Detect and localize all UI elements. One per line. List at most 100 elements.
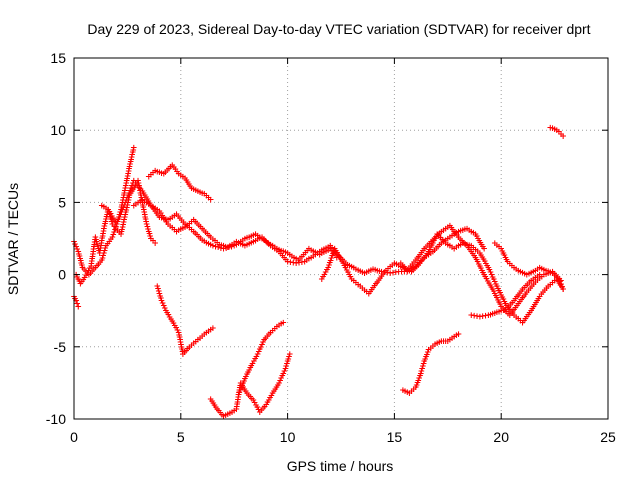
- data-point: +: [239, 236, 247, 246]
- data-point: +: [264, 398, 272, 408]
- data-point: +: [491, 239, 499, 249]
- data-point: +: [446, 336, 454, 346]
- data-point: +: [119, 198, 127, 208]
- data-point: +: [488, 270, 496, 280]
- data-point: +: [483, 275, 491, 285]
- data-point: +: [193, 219, 201, 229]
- data-point: +: [469, 249, 477, 259]
- data-point: +: [492, 280, 500, 290]
- data-point: +: [290, 259, 298, 269]
- data-point: +: [177, 338, 185, 348]
- data-point: +: [271, 245, 279, 255]
- data-point: +: [207, 325, 215, 335]
- data-point: +: [137, 189, 145, 199]
- data-point: +: [248, 394, 256, 404]
- data-point: +: [477, 238, 485, 248]
- data-point: +: [117, 206, 125, 216]
- data-point: +: [166, 313, 174, 323]
- x-tick-label: 20: [493, 429, 509, 445]
- data-point: +: [114, 218, 122, 228]
- data-point: +: [492, 292, 500, 302]
- data-point: +: [262, 237, 270, 247]
- x-axis-label: GPS time / hours: [287, 458, 394, 474]
- data-point: +: [239, 241, 247, 251]
- data-point: +: [423, 249, 431, 259]
- data-point: +: [519, 285, 527, 295]
- data-point: +: [465, 226, 473, 236]
- data-point: +: [500, 249, 508, 259]
- data-point: +: [88, 267, 96, 277]
- data-point: +: [252, 236, 260, 246]
- data-point: +: [129, 148, 137, 158]
- data-point: +: [472, 253, 480, 263]
- data-point: +: [164, 220, 172, 230]
- data-point: +: [422, 243, 430, 253]
- data-point: +: [418, 367, 426, 377]
- data-point: +: [403, 266, 411, 276]
- data-point: +: [236, 384, 244, 394]
- data-point: +: [241, 385, 249, 395]
- data-point: +: [228, 242, 236, 252]
- data-point: +: [472, 245, 480, 255]
- data-point: +: [303, 247, 311, 257]
- data-point: +: [512, 313, 520, 323]
- data-point: +: [257, 343, 265, 353]
- data-point: +: [173, 227, 181, 237]
- data-point: +: [204, 230, 212, 240]
- data-point: +: [146, 230, 154, 240]
- data-point: +: [96, 246, 104, 256]
- data-point: +: [284, 258, 292, 268]
- data-point: +: [352, 265, 360, 275]
- data-point: +: [382, 266, 390, 276]
- data-point: +: [140, 208, 148, 218]
- data-point: +: [164, 216, 172, 226]
- data-point: +: [89, 247, 97, 257]
- data-point: +: [126, 160, 134, 170]
- data-point: +: [384, 269, 392, 279]
- data-point: +: [494, 284, 502, 294]
- data-point: +: [391, 259, 399, 269]
- data-point: +: [107, 210, 115, 220]
- data-point: +: [259, 338, 267, 348]
- data-point: +: [234, 398, 242, 408]
- data-point: +: [270, 387, 278, 397]
- data-point: +: [158, 297, 166, 307]
- data-point: +: [166, 214, 174, 224]
- data-point: +: [239, 379, 247, 389]
- data-point: +: [527, 307, 535, 317]
- data-point: +: [421, 357, 429, 367]
- data-point: +: [73, 273, 81, 283]
- data-point: +: [344, 260, 352, 270]
- data-point: +: [86, 264, 94, 274]
- data-point: +: [124, 172, 132, 182]
- data-point: +: [457, 227, 465, 237]
- data-point: +: [235, 238, 243, 248]
- data-point: +: [520, 292, 528, 302]
- data-point: +: [319, 273, 327, 283]
- data-point: +: [424, 241, 432, 251]
- data-point: +: [90, 243, 98, 253]
- data-point: +: [122, 196, 130, 206]
- data-point: +: [416, 250, 424, 260]
- data-point: +: [72, 242, 80, 252]
- data-point: +: [122, 179, 130, 189]
- data-point: +: [250, 237, 258, 247]
- data-point: +: [524, 280, 532, 290]
- data-point: +: [230, 406, 238, 416]
- data-point: +: [324, 263, 332, 273]
- data-point: +: [361, 286, 369, 296]
- data-point: +: [389, 269, 397, 279]
- data-point: +: [491, 309, 499, 319]
- data-point: +: [265, 239, 273, 249]
- data-point: +: [85, 267, 93, 277]
- data-point: +: [266, 394, 274, 404]
- data-point: +: [98, 237, 106, 247]
- data-point: +: [515, 291, 523, 301]
- data-point: +: [120, 218, 128, 228]
- data-point: +: [73, 299, 81, 309]
- data-point: +: [253, 352, 261, 362]
- data-point: +: [421, 253, 429, 263]
- data-point: +: [71, 294, 79, 304]
- data-point: +: [255, 405, 263, 415]
- data-point: +: [225, 243, 233, 253]
